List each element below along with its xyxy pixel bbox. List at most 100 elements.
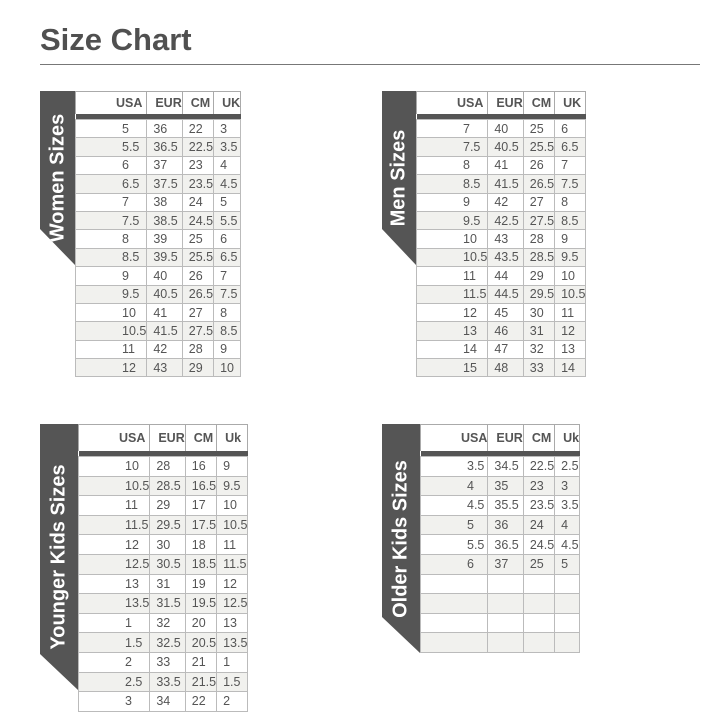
table-cell: 13 (77, 573, 151, 595)
table-cell: 33 (522, 358, 556, 378)
column-header: UK (213, 91, 242, 114)
table-cell: 14 (554, 358, 587, 378)
table-cell: 9 (213, 339, 242, 360)
table-cell: 9 (74, 266, 148, 286)
table-cell (522, 612, 556, 634)
table-row: 5.5 36.5 22.5 3.5 (74, 137, 242, 157)
table-cell: 6 (419, 553, 489, 575)
header-divider (420, 451, 580, 457)
table-cell: 29 (181, 358, 215, 378)
table-cell: 45 (487, 302, 524, 323)
table-cell: 36.5 (487, 534, 524, 555)
table-cell: 25 (181, 229, 215, 249)
section-label: Women Sizes (46, 113, 68, 243)
table-cell: 1 (77, 612, 151, 634)
table-cell: 31 (522, 321, 556, 341)
table-cell (522, 573, 556, 595)
column-header: CM (184, 424, 218, 451)
table-cell (554, 573, 581, 595)
table-cell: 16.5 (184, 475, 218, 497)
table-cell: 3.5 (419, 456, 489, 477)
table-cell (419, 612, 489, 634)
table-cell: 7.5 (415, 137, 489, 157)
table-row: 2.5 33.5 21.5 1.5 (77, 671, 249, 693)
table-cell: 8.5 (74, 247, 148, 268)
table-cell: 11 (74, 339, 148, 360)
table-cell: 28.5 (522, 247, 556, 268)
table-row: 10.5 28.5 16.5 9.5 (77, 475, 249, 497)
table-cell: 25 (522, 553, 556, 575)
table-cell: 11 (415, 266, 489, 286)
table-cell: 29 (149, 495, 186, 516)
table-cell: 1.5 (77, 632, 151, 653)
table-row: 9.5 42.5 27.5 8.5 (415, 210, 587, 231)
table-cell (419, 573, 489, 595)
table-row: 13.5 31.5 19.5 12.5 (77, 593, 249, 614)
table-cell: 4 (554, 514, 581, 536)
table-cell: 3.5 (554, 495, 581, 516)
table-row: 5.5 36.5 24.5 4.5 (419, 534, 581, 555)
table-row: 11 44 29 10 (415, 266, 587, 286)
table-cell: 32 (149, 612, 186, 634)
table-row (419, 573, 581, 595)
table-cell: 11.5 (216, 553, 249, 575)
table-row: 4 35 23 3 (419, 475, 581, 497)
table-row: 11.5 29.5 17.5 10.5 (77, 514, 249, 536)
column-header: CM (522, 91, 556, 114)
table-cell: 24.5 (522, 534, 556, 555)
table-cell: 24 (181, 192, 215, 212)
table-cell: 17 (184, 495, 218, 516)
table-cell: 13.5 (216, 632, 249, 653)
table-cell: 30.5 (149, 553, 186, 575)
table-cell (554, 612, 581, 634)
table-cell: 40 (146, 266, 183, 286)
table-cell: 35 (487, 475, 524, 497)
table-cell: 40.5 (487, 137, 524, 157)
section-band: Older Kids Sizes (382, 424, 420, 653)
section-label: Men Sizes (387, 129, 410, 227)
table-row: 13 31 19 12 (77, 573, 249, 595)
table-cell (522, 632, 556, 653)
table-cell: 43 (146, 358, 183, 378)
table-cell: 4.5 (419, 495, 489, 516)
table-cell: 5.5 (213, 210, 242, 231)
table-cell: 23 (522, 475, 556, 497)
table-row: 9 40 26 7 (74, 266, 242, 286)
table-cell: 6 (554, 118, 587, 139)
table-cell: 36 (487, 514, 524, 536)
table-cell: 6 (74, 155, 148, 176)
table-cell: 9 (415, 192, 489, 212)
table-cell: 11 (554, 302, 587, 323)
table-cell: 26.5 (181, 284, 215, 304)
table-cell: 22.5 (181, 137, 215, 157)
table-cell: 39.5 (146, 247, 183, 268)
table-cell: 5 (419, 514, 489, 536)
table-row: 10 41 27 8 (74, 302, 242, 323)
table-row: 15 48 33 14 (415, 358, 587, 378)
table-row: 12 45 30 11 (415, 302, 587, 323)
table-cell: 23.5 (522, 495, 556, 516)
table-cell: 12 (554, 321, 587, 341)
table-cell: 4.5 (213, 174, 242, 194)
table-cell: 10.5 (216, 514, 249, 536)
table-cell: 41 (487, 155, 524, 176)
table-cell: 32 (522, 339, 556, 360)
table-cell: 24 (522, 514, 556, 536)
table-cell: 10 (554, 266, 587, 286)
table-cell: 26 (522, 155, 556, 176)
table-cell (554, 632, 581, 653)
table-cell: 40 (487, 118, 524, 139)
table-cell: 9.5 (74, 284, 148, 304)
table-cell: 12 (216, 573, 249, 595)
table-cell: 1 (216, 651, 249, 673)
table-row: 9.5 40.5 26.5 7.5 (74, 284, 242, 304)
table-row (419, 632, 581, 653)
table-row: 5 36 24 4 (419, 514, 581, 536)
table-cell: 42.5 (487, 210, 524, 231)
table-cell: 33.5 (149, 671, 186, 693)
table-cell (522, 593, 556, 614)
table-cell: 11 (77, 495, 151, 516)
table-cell: 3.5 (213, 137, 242, 157)
table-cell: 11 (216, 534, 249, 555)
table-cell: 33 (149, 651, 186, 673)
